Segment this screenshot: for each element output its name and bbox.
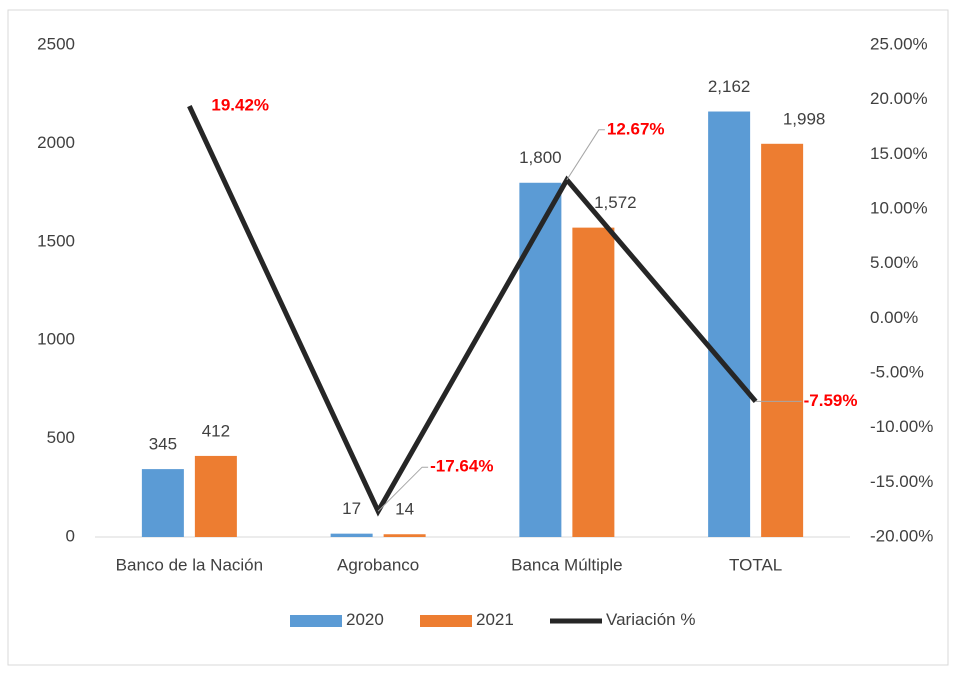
legend-label: 2020 [346, 610, 384, 629]
bar [194, 455, 237, 537]
line-data-label: 12.67% [607, 119, 665, 138]
y-tick-label: 2000 [37, 133, 75, 152]
y-tick-label: 1000 [37, 330, 75, 349]
bar [761, 143, 804, 538]
y2-tick-label: -5.00% [870, 362, 924, 381]
line-series [187, 104, 758, 517]
line-data-label: 19.42% [211, 95, 269, 114]
x-tick-label: Agrobanco [337, 555, 419, 574]
bar [141, 469, 184, 537]
y-tick-label: 500 [47, 428, 75, 447]
legend-label: Variación % [606, 610, 696, 629]
data-label: 14 [395, 500, 414, 519]
data-label: 17 [342, 499, 361, 518]
y2-tick-label: -15.00% [870, 472, 933, 491]
y2-tick-label: 20.00% [870, 89, 928, 108]
y-tick-label: 0 [66, 526, 75, 545]
y2-tick-label: -10.00% [870, 417, 933, 436]
data-label: 1,998 [783, 109, 826, 128]
leader-line [566, 129, 605, 181]
y2-tick-label: 0.00% [870, 308, 918, 327]
data-label: 2,162 [708, 77, 751, 96]
bar [330, 533, 373, 537]
data-label: 1,572 [594, 193, 637, 212]
leader-line [377, 466, 429, 512]
x-tick-label: TOTAL [729, 555, 782, 574]
bar [519, 182, 562, 537]
data-label: 412 [202, 421, 230, 440]
legend-swatch [290, 615, 342, 627]
x-tick-label: Banca Múltiple [511, 555, 623, 574]
legend-item: Variación % [606, 610, 696, 629]
y2-tick-label: 10.00% [870, 198, 928, 217]
line-data-label: -17.64% [430, 457, 493, 476]
y2-tick-label: 25.00% [870, 34, 928, 53]
y-tick-label: 2500 [37, 34, 75, 53]
line-data-label: -7.59% [804, 391, 858, 410]
legend-item: 2021 [476, 610, 514, 629]
data-label: 1,800 [519, 148, 562, 167]
bar [572, 227, 615, 537]
y2-tick-label: 15.00% [870, 144, 928, 163]
y2-tick-label: 5.00% [870, 253, 918, 272]
y-tick-label: 1500 [37, 231, 75, 250]
legend-label: 2021 [476, 610, 514, 629]
data-label: 345 [149, 435, 177, 454]
bar [708, 111, 751, 537]
x-tick-label: Banco de la Nación [116, 555, 263, 574]
legend-item: 2020 [346, 610, 384, 629]
bar [383, 534, 426, 537]
y2-tick-label: -20.00% [870, 526, 933, 545]
legend-swatch [420, 615, 472, 627]
